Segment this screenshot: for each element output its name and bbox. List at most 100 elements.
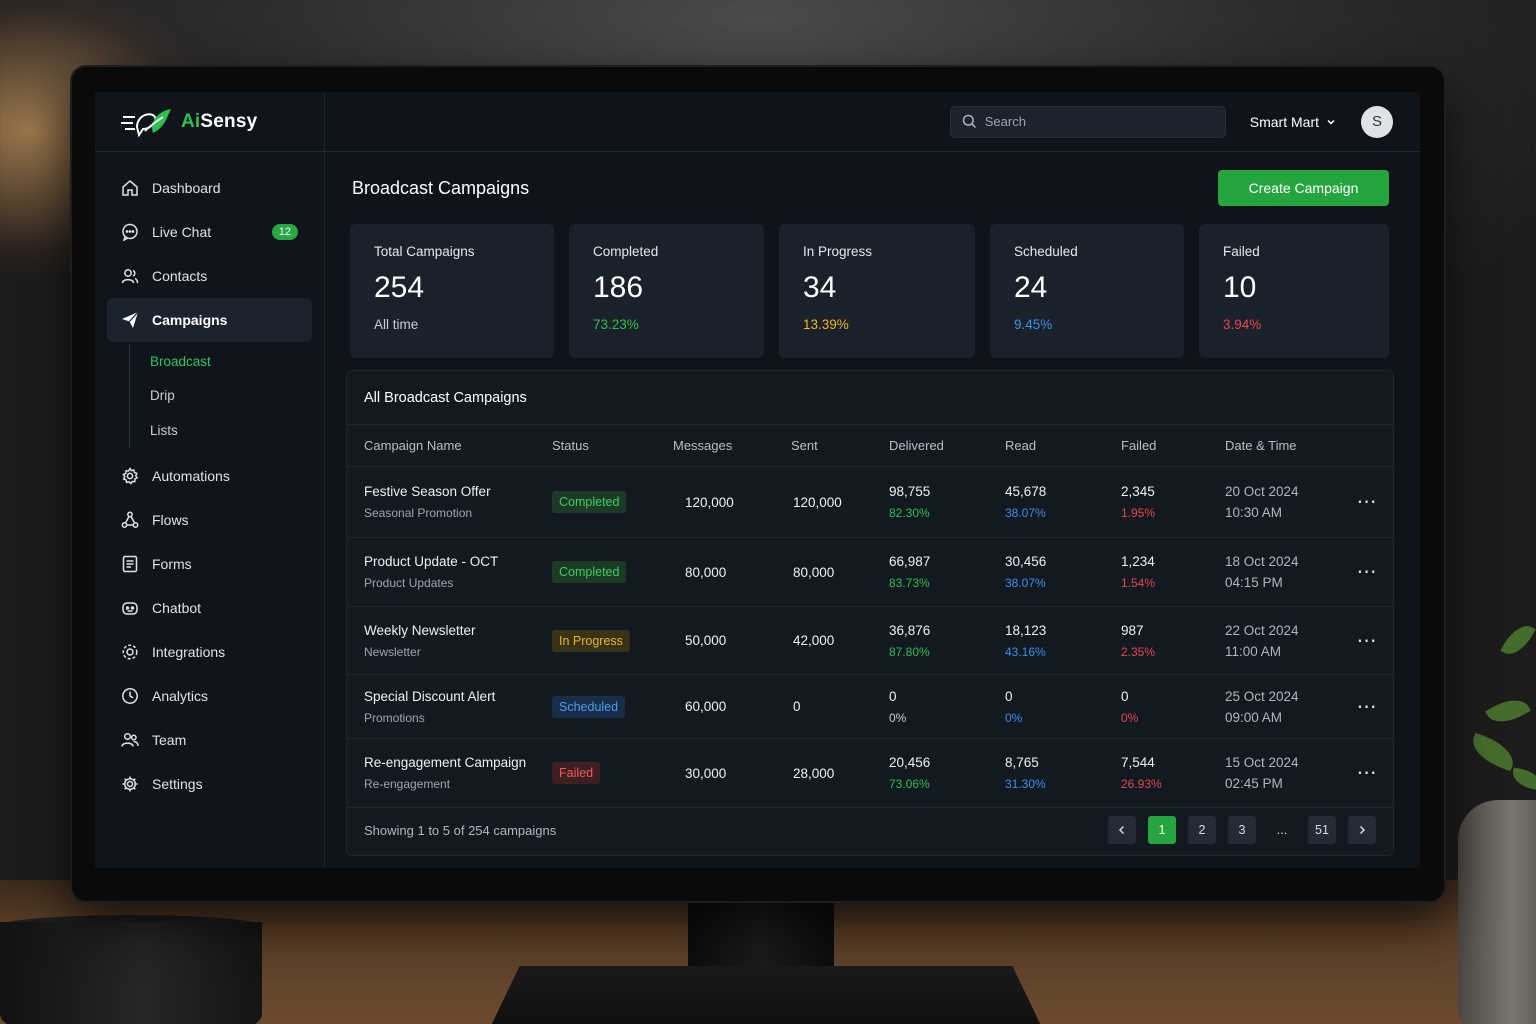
row-actions-button[interactable]: ⋯ [1343, 561, 1391, 583]
failed-cell: 987 2.35% [1121, 623, 1225, 659]
search-box[interactable] [949, 105, 1226, 138]
stat-label: Completed [593, 244, 659, 259]
messages-value: 50,000 [685, 633, 727, 648]
campaign-category: Product Updates [364, 576, 454, 590]
stat-sub: 3.94% [1223, 317, 1262, 332]
create-campaign-button[interactable]: Create Campaign [1218, 170, 1389, 206]
table-row[interactable]: Weekly Newsletter Newsletter In Progress 50… [347, 607, 1393, 675]
column-header[interactable]: Delivered [889, 438, 944, 453]
flows-icon [121, 511, 139, 528]
datetime-cell: 18 Oct 2024 04:15 PM [1225, 554, 1343, 590]
read-percent: 38.07% [1005, 506, 1046, 520]
datetime-cell: 20 Oct 2024 10:30 AM [1225, 484, 1343, 520]
chevron-right-icon [1359, 825, 1366, 835]
sidebar-item-live-chat[interactable]: Live Chat 12 [107, 210, 312, 254]
campaign-name[interactable]: Special Discount Alert [364, 688, 496, 704]
stat-sub: 9.45% [1014, 317, 1053, 332]
delivered-percent: 82.30% [889, 506, 930, 520]
campaign-name[interactable]: Festive Season Offer [364, 484, 491, 499]
row-actions-button[interactable]: ⋯ [1343, 492, 1391, 512]
campaign-category: Re-engagement [364, 777, 451, 791]
stat-value: 10 [1223, 271, 1257, 304]
sidebar-item-label: Settings [152, 775, 203, 792]
table-row[interactable]: Re-engagement Campaign Re-engagement Faile… [347, 739, 1393, 808]
subnav-item-broadcast[interactable]: Broadcast [150, 353, 211, 369]
gear-icon [122, 466, 139, 485]
sent-value: 0 [793, 699, 801, 714]
campaigns-table: All Broadcast Campaigns Campaign Name St… [346, 370, 1394, 856]
stat-value: 24 [1014, 271, 1048, 304]
failed-value: 0 [1121, 688, 1129, 704]
failed-value: 2,345 [1121, 484, 1155, 499]
sidebar-item-contacts[interactable]: Contacts [107, 254, 312, 298]
page-button[interactable]: 2 [1188, 816, 1216, 844]
sidebar-item-flows[interactable]: Flows [107, 498, 312, 542]
sidebar-item-forms[interactable]: Forms [107, 542, 312, 586]
brand-logo[interactable]: AiSensy [95, 92, 324, 152]
failed-percent: 26.93% [1121, 777, 1162, 791]
table-row[interactable]: Special Discount Alert Promotions Schedule… [347, 675, 1393, 739]
sidebar-item-campaigns[interactable]: Campaigns [107, 298, 312, 342]
page-button[interactable]: 1 [1148, 816, 1176, 844]
column-header[interactable]: Campaign Name [364, 438, 462, 453]
sidebar-item-chatbot[interactable]: Chatbot [107, 586, 312, 630]
sidebar-item-integrations[interactable]: Integrations [107, 630, 312, 674]
sidebar-item-team[interactable]: Team [107, 718, 312, 762]
delivered-cell: 36,876 87.80% [889, 623, 1005, 659]
failed-percent: 1.54% [1121, 576, 1156, 590]
campaign-name-cell: Re-engagement Campaign Re-engagement [347, 755, 552, 791]
delivered-percent: 0% [889, 710, 907, 725]
column-header[interactable]: Sent [791, 438, 818, 453]
table-row[interactable]: Festive Season Offer Seasonal Promotion Co… [347, 467, 1393, 538]
delivered-value: 66,987 [889, 554, 931, 569]
read-cell: 45,678 38.07% [1005, 484, 1121, 520]
org-switcher[interactable]: Smart Mart [1250, 114, 1337, 130]
campaign-name[interactable]: Weekly Newsletter [364, 622, 476, 638]
row-actions-button[interactable]: ⋯ [1343, 763, 1391, 783]
status-badge: Completed [552, 491, 627, 513]
delivered-cell: 20,456 73.06% [889, 755, 1005, 791]
delivered-percent: 73.06% [889, 777, 930, 791]
sent-value: 42,000 [793, 633, 835, 648]
campaign-name[interactable]: Product Update - OCT [364, 554, 499, 569]
campaign-name[interactable]: Re-engagement Campaign [364, 755, 527, 770]
column-header[interactable]: Messages [673, 438, 733, 453]
page-button[interactable]: 51 [1308, 816, 1336, 844]
more-horizontal-icon: ⋯ [1356, 561, 1378, 583]
plant-leaf [1500, 619, 1536, 661]
row-actions-button[interactable]: ⋯ [1343, 697, 1391, 717]
column-header[interactable]: Status [552, 438, 589, 453]
stat-value: 254 [374, 271, 425, 304]
read-percent: 0% [1005, 710, 1023, 725]
user-avatar[interactable]: S [1361, 105, 1393, 138]
read-cell: 8,765 31.30% [1005, 755, 1121, 791]
sidebar-item-settings[interactable]: Settings [107, 762, 312, 806]
messages-value: 60,000 [685, 699, 727, 714]
time-value: 10:30 AM [1225, 505, 1283, 520]
form-icon [122, 555, 138, 572]
column-header[interactable]: Failed [1121, 438, 1157, 453]
bot-icon [122, 601, 138, 615]
plant-leaf [1510, 767, 1536, 791]
campaign-category: Promotions [364, 710, 425, 725]
search-input[interactable] [984, 114, 1205, 129]
table-footer: Showing 1 to 5 of 254 campaigns 1 2 3 ..… [347, 805, 1393, 855]
sidebar-item-analytics[interactable]: Analytics [107, 674, 312, 718]
row-actions-button[interactable]: ⋯ [1343, 631, 1391, 651]
table-row[interactable]: Product Update - OCT Product Updates Compl… [347, 538, 1393, 607]
prev-page-button[interactable] [1108, 816, 1136, 844]
status-cell: Scheduled [552, 695, 673, 718]
sidebar-item-automations[interactable]: Automations [107, 454, 312, 498]
delivered-cell: 66,987 83.73% [889, 554, 1005, 590]
next-page-button[interactable] [1348, 816, 1376, 844]
column-header[interactable]: Date & Time [1225, 438, 1297, 453]
stat-value: 34 [803, 271, 837, 304]
sidebar-item-dashboard[interactable]: Dashboard [107, 166, 312, 210]
chevron-down-icon [1327, 119, 1335, 125]
subnav-item-drip[interactable]: Drip [150, 388, 175, 404]
subnav-item-lists[interactable]: Lists [150, 422, 178, 438]
page-button[interactable]: 3 [1228, 816, 1256, 844]
sent-value: 28,000 [793, 765, 835, 781]
app-screen: AiSensy Dashboard Live Chat 12 Contacts … [95, 92, 1420, 868]
column-header[interactable]: Read [1005, 438, 1037, 453]
